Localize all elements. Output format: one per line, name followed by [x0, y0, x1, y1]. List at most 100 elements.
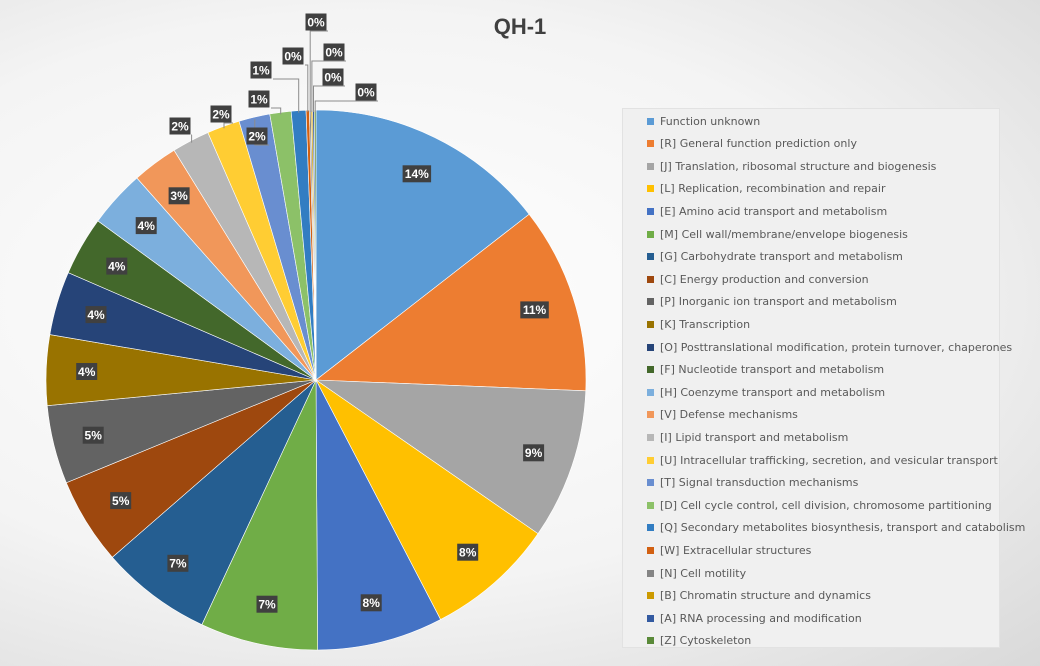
legend-label: [A] RNA processing and modification — [660, 611, 862, 625]
legend-swatch — [647, 546, 654, 554]
data-label-box — [250, 61, 272, 79]
data-label-box — [168, 187, 190, 205]
data-label-box — [85, 306, 107, 324]
data-label: 5% — [85, 429, 103, 443]
legend-label: [U] Intracellular trafficking, secretion… — [660, 453, 998, 467]
data-label: 0% — [284, 49, 302, 63]
legend-item: [K] Transcription — [647, 316, 750, 332]
data-label: 0% — [357, 85, 375, 99]
data-label-box — [305, 13, 327, 31]
legend-swatch — [647, 207, 654, 215]
data-label-box — [169, 117, 191, 135]
legend-item: [H] Coenzyme transport and metabolism — [647, 384, 885, 400]
leader-line — [314, 100, 378, 112]
legend-label: [G] Carbohydrate transport and metabolis… — [660, 250, 903, 264]
legend-swatch — [647, 524, 654, 532]
data-label: 4% — [78, 365, 96, 379]
pie-slice — [201, 379, 318, 651]
legend-label: [N] Cell motility — [660, 566, 747, 580]
legend-item: [D] Cell cycle control, cell division, c… — [647, 497, 992, 513]
legend-label: [I] Lipid transport and metabolism — [660, 430, 849, 444]
data-label-box — [246, 127, 268, 145]
legend-item: [J] Translation, ribosomal structure and… — [647, 158, 936, 174]
legend-item: [Q] Secondary metabolites biosynthesis, … — [647, 520, 1025, 536]
data-label: 0% — [307, 15, 325, 29]
data-label: 4% — [108, 259, 126, 273]
legend-label: [Z] Cytoskeleton — [660, 634, 752, 648]
legend-swatch — [647, 162, 654, 170]
legend-item: [O] Posttranslational modification, prot… — [647, 339, 1012, 355]
legend-item: [R] General function prediction only — [647, 136, 857, 152]
legend-swatch — [647, 253, 654, 261]
legend-item: [N] Cell motility — [647, 565, 746, 581]
data-label-box — [256, 595, 278, 613]
data-label: 8% — [363, 596, 381, 610]
data-label-box — [76, 363, 98, 380]
legend-swatch — [647, 614, 654, 622]
data-label-box — [520, 301, 549, 319]
pie-slice — [315, 213, 587, 392]
data-label: 4% — [87, 308, 105, 322]
legend-swatch — [647, 230, 654, 238]
data-labels: 14% 11% 9% 8% 8% 7% 7% 5% 5% 4% 4% 4% 4% 3% 2% 2% 2% 1% 1%… — [76, 13, 549, 613]
legend-swatch — [647, 637, 654, 645]
data-label: 8% — [459, 546, 477, 560]
legend-item: [P] Inorganic ion transport and metaboli… — [647, 294, 897, 310]
pie-slice — [315, 379, 441, 651]
leader-line — [309, 30, 328, 113]
legend-label: [D] Cell cycle control, cell division, c… — [660, 498, 992, 512]
legend-item: [L] Replication, recombination and repai… — [647, 181, 885, 197]
leader-line — [311, 60, 346, 112]
data-label-box — [355, 83, 377, 101]
legend-swatch — [647, 592, 654, 600]
data-label: 7% — [258, 598, 276, 612]
data-label: 5% — [112, 494, 130, 508]
pie-slice — [111, 379, 317, 626]
data-label: 0% — [324, 70, 342, 84]
legend: Function unknown [R] General function pre… — [622, 108, 1025, 648]
data-label-box — [106, 257, 128, 275]
legend-item: [I] Lipid transport and metabolism — [647, 429, 848, 445]
data-label-box — [402, 165, 432, 183]
legend-item: [G] Carbohydrate transport and metabolis… — [647, 249, 903, 265]
legend-item: [C] Energy production and conversion — [647, 271, 869, 287]
pie-slice — [315, 379, 539, 620]
legend-label: [B] Chromatin structure and dynamics — [660, 589, 871, 603]
legend-label: [F] Nucleotide transport and metabolism — [660, 363, 885, 377]
data-label: 2% — [171, 119, 189, 133]
data-label-box — [323, 43, 345, 61]
data-label-box — [360, 594, 382, 612]
legend-swatch — [647, 275, 654, 283]
data-label: 7% — [169, 557, 187, 571]
leader-line — [313, 85, 345, 112]
data-label-box — [110, 492, 132, 510]
data-label-box — [135, 217, 157, 235]
legend-label: [M] Cell wall/membrane/envelope biogenes… — [660, 227, 908, 241]
legend-item: [F] Nucleotide transport and metabolism — [647, 362, 884, 378]
leader-line — [273, 78, 300, 113]
legend-label: Function unknown — [660, 114, 761, 128]
legend-item: [A] RNA processing and modification — [647, 610, 862, 626]
data-label-box — [167, 554, 189, 572]
legend-swatch — [647, 185, 654, 193]
data-label: 4% — [138, 219, 156, 233]
legend-label: [Q] Secondary metabolites biosynthesis, … — [660, 521, 1026, 535]
legend-swatch — [647, 388, 654, 396]
data-label-box — [457, 543, 479, 561]
data-label-box — [248, 90, 270, 108]
legend-label: [K] Transcription — [660, 317, 751, 331]
legend-item: [U] Intracellular trafficking, secretion… — [647, 452, 998, 468]
pie-slice — [315, 109, 530, 381]
legend-swatch — [647, 298, 654, 306]
legend-swatch — [647, 320, 654, 328]
legend-label: [C] Energy production and conversion — [660, 272, 869, 286]
legend-label: [W] Extracellular structures — [660, 543, 812, 557]
legend-swatch — [647, 501, 654, 509]
data-label: 0% — [325, 45, 343, 59]
data-label: 14% — [405, 167, 429, 181]
legend-label: [R] General function prediction only — [660, 137, 857, 151]
data-label: 1% — [252, 63, 270, 77]
chart-title: QH-1 — [494, 14, 547, 39]
pie-slice — [314, 379, 587, 535]
